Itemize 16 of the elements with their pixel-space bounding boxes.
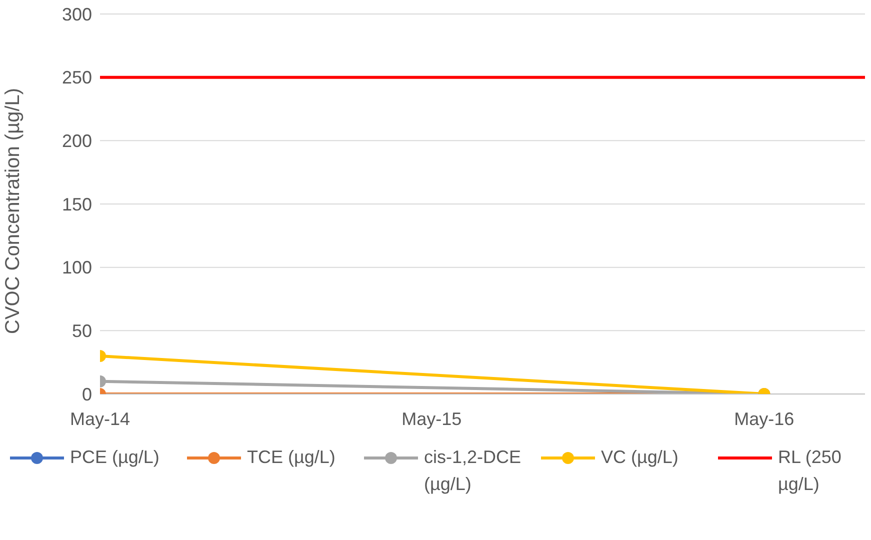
x-tick-label: May-15	[402, 408, 462, 429]
legend-label: TCE (µg/L)	[247, 446, 336, 469]
legend-label: RL (250 µg/L)	[778, 446, 842, 496]
y-tick-label: 150	[62, 194, 92, 214]
x-tick-label: May-16	[734, 408, 794, 429]
y-axis-title: CVOC Concentration (µg/L)	[2, 88, 24, 334]
x-tick-label: May-14	[70, 408, 130, 429]
y-tick-label: 200	[62, 131, 92, 152]
legend-label: VC (µg/L)	[601, 446, 680, 469]
y-tick-label: 250	[62, 68, 92, 88]
y-tick-label: 300	[62, 4, 92, 24]
y-tick-label: 0	[82, 384, 92, 404]
legend-label: cis-1,2-DCE (µg/L)	[424, 446, 522, 496]
y-tick-label: 100	[62, 258, 92, 278]
legend-label: PCE (µg/L)	[70, 446, 160, 469]
y-tick-label: 50	[72, 321, 92, 342]
